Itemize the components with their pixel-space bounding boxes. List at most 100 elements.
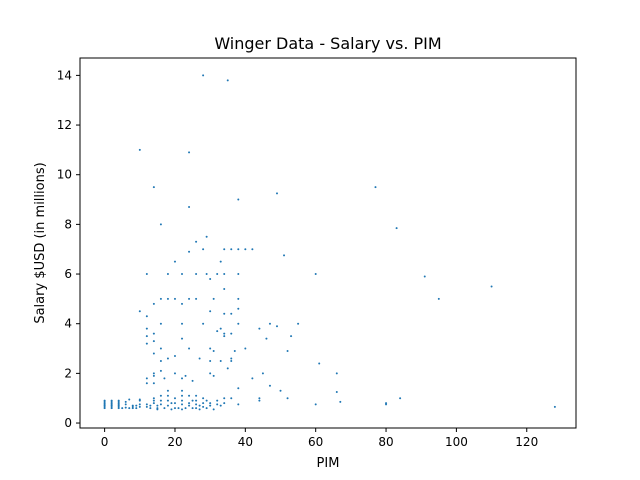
data-point [138,398,141,401]
data-point [188,151,191,154]
data-point [124,400,127,403]
data-point [314,273,317,276]
data-point [230,248,233,251]
data-point [251,377,254,380]
data-point [152,399,155,402]
data-point [188,394,191,397]
data-point [184,407,187,410]
data-point [145,315,148,318]
data-point [205,235,208,238]
data-point [188,402,191,405]
data-point [195,273,198,276]
data-point [237,297,240,300]
data-point [166,389,169,392]
data-point [275,325,278,328]
data-point [159,322,162,325]
data-point [209,404,212,407]
data-point [188,205,191,208]
data-point [124,406,127,409]
data-point [188,297,191,300]
data-point [145,403,148,406]
data-point [251,248,254,251]
data-point [170,408,173,411]
data-point [223,273,226,276]
data-point [219,260,222,263]
data-point [290,335,293,338]
data-point [258,397,261,400]
x-tick-label: 40 [238,435,253,449]
data-point [191,407,194,410]
data-point [195,240,198,243]
data-point [152,382,155,385]
data-point [149,407,152,410]
data-point [181,273,184,276]
data-point [159,297,162,300]
data-point [152,402,155,405]
data-point [286,350,289,353]
data-point [209,359,212,362]
data-point [223,287,226,290]
data-point [159,369,162,372]
data-point [437,297,440,300]
x-tick-label: 0 [101,435,109,449]
data-point [159,359,162,362]
data-point [202,248,205,251]
data-point [223,312,226,315]
data-point [216,273,219,276]
x-axis-ticks: 0 20 40 60 80 100 120 [101,428,538,449]
data-point [202,405,205,408]
data-point [121,407,124,410]
data-point [159,347,162,350]
data-point [181,322,184,325]
data-point [138,403,141,406]
data-point [159,223,162,226]
data-point [198,408,201,411]
data-point [230,357,233,360]
data-point [374,186,377,189]
data-point [423,275,426,278]
data-point [128,407,131,410]
data-point [223,335,226,338]
data-point [195,394,198,397]
data-point [152,332,155,335]
y-tick-label: 14 [57,68,72,82]
data-point [181,408,184,411]
data-point [219,359,222,362]
y-axis-ticks: 0 2 4 6 8 10 12 14 [57,68,80,430]
data-point [490,285,493,288]
data-point [195,297,198,300]
data-point [286,397,289,400]
data-point [237,387,240,390]
data-point [212,374,215,377]
data-point [223,402,226,405]
data-point [198,357,201,360]
data-point [166,357,169,360]
data-point [181,302,184,305]
data-point [181,389,184,392]
data-point [237,322,240,325]
data-point [385,403,388,406]
data-point [159,399,162,402]
data-point [166,297,169,300]
data-point [202,74,205,77]
data-point [212,408,215,411]
data-point [314,403,317,406]
data-point [145,377,148,380]
data-point [209,402,212,405]
data-point [202,322,205,325]
data-point [152,340,155,343]
data-point [181,399,184,402]
data-point [135,404,138,407]
data-point [230,359,233,362]
data-point [173,402,176,405]
data-point [318,362,321,365]
data-point [152,186,155,189]
x-tick-label: 20 [167,435,182,449]
x-tick-label: 60 [308,435,323,449]
data-point [261,372,264,375]
data-point [110,399,113,402]
data-point [198,404,201,407]
data-point [209,347,212,350]
data-point [268,322,271,325]
